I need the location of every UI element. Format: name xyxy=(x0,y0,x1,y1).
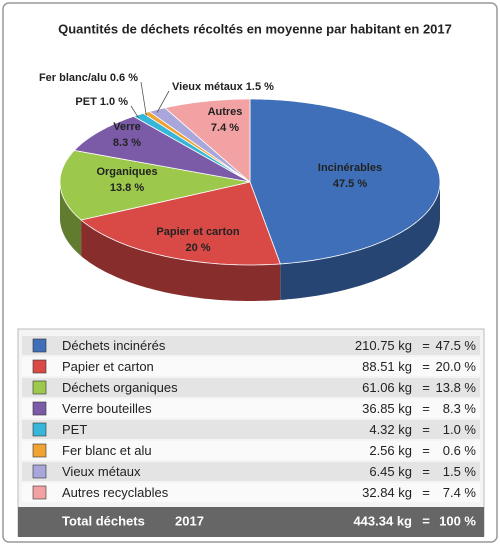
table-row xyxy=(22,399,480,418)
row-pct: 20.0 % xyxy=(436,359,477,374)
slice-label: Fer blanc/alu 0.6 % xyxy=(39,72,138,84)
row-pct: 0.6 % xyxy=(443,443,477,458)
leader-line xyxy=(130,105,139,119)
row-kg: 36.85 kg xyxy=(362,401,412,416)
legend-swatch xyxy=(32,380,47,395)
pie-side xyxy=(60,182,82,256)
row-kg: 32.84 kg xyxy=(362,485,412,500)
slice-value-label: 8.3 % xyxy=(113,137,141,149)
row-kg: 6.45 kg xyxy=(369,464,412,479)
slice-label: Papier et carton xyxy=(156,226,239,238)
table-row xyxy=(22,336,480,355)
row-eq: = xyxy=(422,401,430,416)
legend-swatch xyxy=(32,464,47,479)
leader-line xyxy=(140,81,147,116)
row-pct: 47.5 % xyxy=(436,338,477,353)
row-kg: 61.06 kg xyxy=(362,380,412,395)
row-name: Autres recyclables xyxy=(62,485,169,500)
row-name: Déchets organiques xyxy=(62,380,178,395)
slice-value-label: 13.8 % xyxy=(110,182,144,194)
legend-swatch xyxy=(32,338,47,353)
table-row xyxy=(22,462,480,481)
row-name: Verre bouteilles xyxy=(62,401,152,416)
slice-label: Autres xyxy=(208,106,243,118)
pie-side xyxy=(81,220,281,301)
row-eq: = xyxy=(422,380,430,395)
slice-value-label: 1.5 % xyxy=(246,81,274,93)
slice-value-label: 7.4 % xyxy=(211,122,239,134)
row-pct: 13.8 % xyxy=(436,380,477,395)
table-row xyxy=(22,483,480,502)
row-name: PET xyxy=(62,422,87,437)
total-cell: = xyxy=(422,513,430,528)
row-pct: 1.5 % xyxy=(443,464,477,479)
leader-line xyxy=(156,90,170,113)
legend-swatch xyxy=(32,359,47,374)
row-kg: 2.56 kg xyxy=(369,443,412,458)
row-pct: 7.4 % xyxy=(443,485,477,500)
legend-swatch xyxy=(32,485,47,500)
total-cell: 443.34 kg xyxy=(353,513,412,528)
slice-label: Verre xyxy=(113,121,141,133)
slice-label: PET 1.0 % xyxy=(75,96,128,108)
slice-label: Vieux métaux 1.5 % xyxy=(172,81,274,93)
row-eq: = xyxy=(422,464,430,479)
row-name: Fer blanc et alu xyxy=(62,443,152,458)
slice-label: Incinérables xyxy=(318,162,382,174)
table-row xyxy=(22,441,480,460)
pie-side xyxy=(280,182,440,300)
pie-slice xyxy=(249,98,441,265)
row-name: Déchets incinérés xyxy=(62,338,166,353)
legend-swatch xyxy=(32,401,47,416)
table-row xyxy=(22,357,480,376)
slice-value-label: 1.0 % xyxy=(100,96,128,108)
pie-slice xyxy=(73,115,251,183)
table-row xyxy=(22,378,480,397)
row-kg: 4.32 kg xyxy=(369,422,412,437)
slice-value-label: 20 % xyxy=(185,242,210,254)
row-eq: = xyxy=(422,422,430,437)
total-cell: 2017 xyxy=(175,513,204,528)
pie-slice xyxy=(164,98,251,183)
pie-slice xyxy=(80,181,281,266)
row-eq: = xyxy=(422,359,430,374)
row-name: Vieux métaux xyxy=(62,464,141,479)
row-eq: = xyxy=(422,338,430,353)
legend-swatch xyxy=(32,422,47,437)
row-eq: = xyxy=(422,485,430,500)
pie-slice xyxy=(148,107,251,183)
row-kg: 88.51 kg xyxy=(362,359,412,374)
row-name: Papier et carton xyxy=(62,359,154,374)
slice-label: Organiques xyxy=(96,166,157,178)
row-eq: = xyxy=(422,443,430,458)
slice-value-label: 0.6 % xyxy=(110,72,138,84)
total-cell: 100 % xyxy=(439,513,476,528)
slice-name: PET xyxy=(75,96,97,108)
row-pct: 1.0 % xyxy=(443,422,477,437)
total-cell: Total déchets xyxy=(62,513,145,528)
row-kg: 210.75 kg xyxy=(355,338,412,353)
slice-name: Vieux métaux xyxy=(172,81,244,93)
table-row xyxy=(22,420,480,439)
legend-swatch xyxy=(32,443,47,458)
chart-title: Quantités de déchets récoltés en moyenne… xyxy=(58,21,452,36)
total-row xyxy=(18,507,484,537)
slice-value-label: 47.5 % xyxy=(333,178,367,190)
row-pct: 8.3 % xyxy=(443,401,477,416)
pie-slice xyxy=(59,149,251,221)
slice-name: Fer blanc/alu xyxy=(39,72,107,84)
